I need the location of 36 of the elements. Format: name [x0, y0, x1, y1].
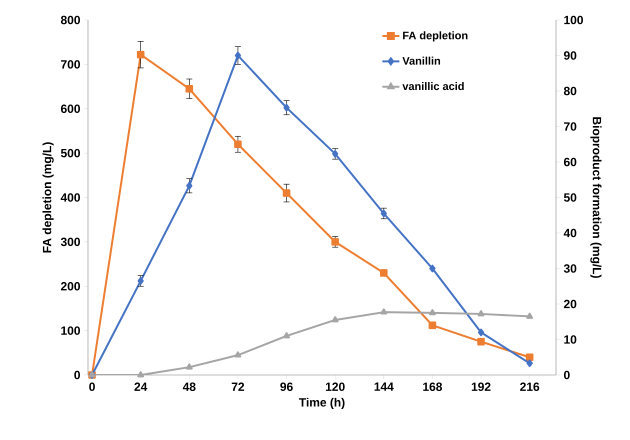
- x-tick-label: 168: [423, 382, 442, 391]
- y2-tick-label: 0: [564, 370, 570, 380]
- y-tick-label: 300: [60, 238, 80, 246]
- y-tick-label: 100: [61, 326, 80, 335]
- x-tick-label: 216: [520, 382, 540, 391]
- y-tick-label: 700: [61, 60, 80, 69]
- y2-tick-label: 10: [564, 335, 576, 344]
- x-tick-label: 0: [89, 382, 95, 391]
- y-tick-label: 500: [60, 148, 80, 158]
- y2-tick-label: 100: [564, 16, 583, 24]
- y2-axis-title: Bioproduct formation (mg/L): [590, 117, 602, 278]
- x-axis-title: Time (h): [299, 398, 345, 409]
- y2-tick-label: 60: [564, 158, 576, 166]
- y-tick-label: 0: [74, 370, 80, 380]
- y2-tick-label: 90: [564, 51, 576, 60]
- x-tick-label: 48: [182, 382, 196, 391]
- x-tick-label: 120: [326, 382, 345, 391]
- y-tick-label: 800: [60, 16, 80, 24]
- y-tick-label: 200: [60, 282, 80, 290]
- y2-tick-label: 70: [564, 122, 576, 131]
- legend-label: FA depletion: [403, 31, 468, 42]
- y-tick-label: 600: [60, 104, 80, 113]
- y2-tick-label: 40: [564, 228, 576, 238]
- x-tick-label: 72: [232, 382, 244, 391]
- y2-tick-label: 30: [564, 264, 576, 273]
- x-tick-label: 24: [134, 382, 148, 391]
- legend-label: Vanillin: [402, 56, 440, 65]
- y2-tick-label: 80: [564, 86, 576, 96]
- x-tick-label: 96: [280, 382, 293, 391]
- legend-label: vanillic acid: [402, 82, 464, 90]
- y2-tick-label: 20: [564, 300, 576, 308]
- y-axis-title: FA depletion (mg/L): [42, 142, 54, 252]
- x-tick-label: 144: [374, 382, 394, 391]
- x-tick-label: 192: [472, 382, 491, 391]
- y-tick-label: 400: [60, 193, 80, 202]
- y2-tick-label: 50: [564, 193, 576, 202]
